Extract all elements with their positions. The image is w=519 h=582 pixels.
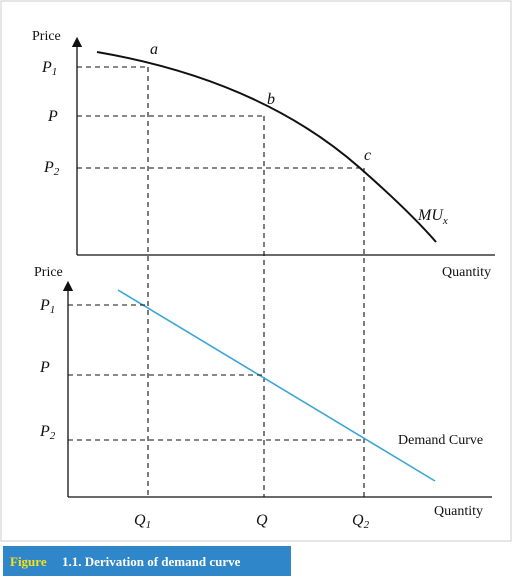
curve-label: Demand Curve [398,433,483,448]
x-tick-label: Q [256,512,268,529]
point-label: a [150,41,158,58]
y-tick-label: P2 [39,423,56,442]
y-tick-label: P1 [39,297,55,316]
demand-curve [117,289,436,482]
y-axis-label: Price [32,29,61,44]
y-tick-label: P2 [43,159,60,178]
y-tick-label: P [47,108,58,125]
mu-curve [96,51,437,243]
y-tick-label: P1 [41,59,57,78]
guide-lines [68,304,364,441]
point-label: c [364,147,371,164]
y-tick-label: P [39,359,50,376]
guide-lines [77,66,362,169]
frame [0,0,512,542]
y-axis-label: Price [34,265,63,280]
x-axis-label: Quantity [434,504,483,519]
x-tick-label: Q2 [352,512,370,531]
curve-label: MUx [417,207,448,227]
x-tick-label: Q1 [134,512,151,531]
x-axis-label: Quantity [442,265,491,280]
caption-bar [3,546,291,576]
point-label: b [267,91,275,108]
caption-label: Figure [10,554,47,569]
caption-text: 1.1. Derivation of demand curve [62,554,241,569]
guide-lines [147,67,365,497]
